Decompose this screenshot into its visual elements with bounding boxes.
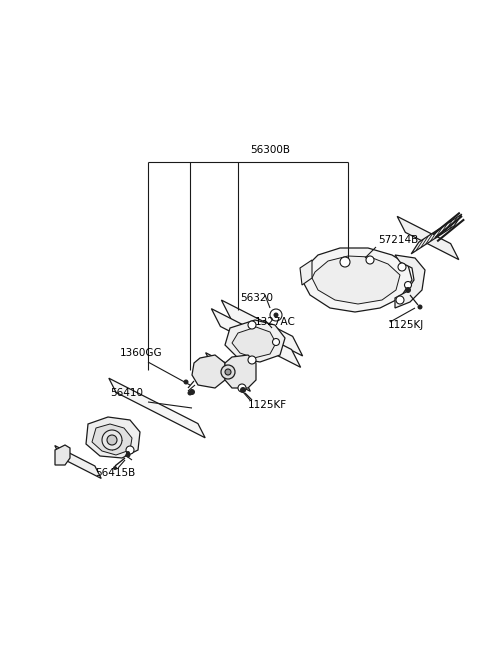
Polygon shape: [397, 216, 459, 260]
Polygon shape: [312, 256, 400, 304]
Circle shape: [366, 256, 374, 264]
Polygon shape: [395, 255, 425, 308]
Text: 56320: 56320: [240, 293, 273, 303]
Text: 1125KJ: 1125KJ: [388, 320, 424, 330]
Circle shape: [340, 257, 350, 267]
Polygon shape: [225, 320, 285, 362]
Polygon shape: [109, 378, 205, 438]
Circle shape: [418, 304, 422, 310]
Text: 56300B: 56300B: [250, 145, 290, 155]
Text: 57214B: 57214B: [378, 235, 418, 245]
Polygon shape: [92, 424, 132, 455]
Polygon shape: [302, 248, 412, 312]
Polygon shape: [211, 309, 300, 367]
Circle shape: [221, 365, 235, 379]
Polygon shape: [221, 300, 302, 356]
Circle shape: [405, 287, 411, 293]
Circle shape: [398, 263, 406, 271]
Circle shape: [126, 446, 134, 454]
Circle shape: [396, 296, 404, 304]
Polygon shape: [232, 327, 276, 358]
Circle shape: [240, 387, 246, 393]
Text: 1125KF: 1125KF: [248, 400, 287, 410]
Polygon shape: [55, 445, 101, 478]
Circle shape: [188, 390, 192, 396]
Circle shape: [225, 369, 231, 375]
Circle shape: [125, 453, 131, 457]
Circle shape: [107, 435, 117, 445]
Polygon shape: [86, 417, 140, 458]
Polygon shape: [300, 260, 312, 285]
Circle shape: [274, 312, 278, 318]
Polygon shape: [192, 355, 225, 388]
Text: 56410: 56410: [110, 388, 143, 398]
Polygon shape: [55, 445, 70, 465]
Circle shape: [273, 338, 279, 346]
Circle shape: [113, 466, 117, 470]
Circle shape: [189, 389, 195, 395]
Circle shape: [405, 281, 411, 289]
Circle shape: [270, 309, 282, 321]
Text: 1360GG: 1360GG: [120, 348, 163, 358]
Circle shape: [248, 321, 256, 329]
Text: 1327AC: 1327AC: [255, 317, 296, 327]
Polygon shape: [225, 355, 256, 388]
Polygon shape: [205, 353, 251, 392]
Circle shape: [126, 451, 130, 455]
Circle shape: [238, 384, 246, 392]
Circle shape: [248, 356, 256, 364]
Polygon shape: [411, 214, 462, 254]
Text: 56415B: 56415B: [95, 468, 135, 478]
Circle shape: [183, 380, 189, 384]
Circle shape: [102, 430, 122, 450]
